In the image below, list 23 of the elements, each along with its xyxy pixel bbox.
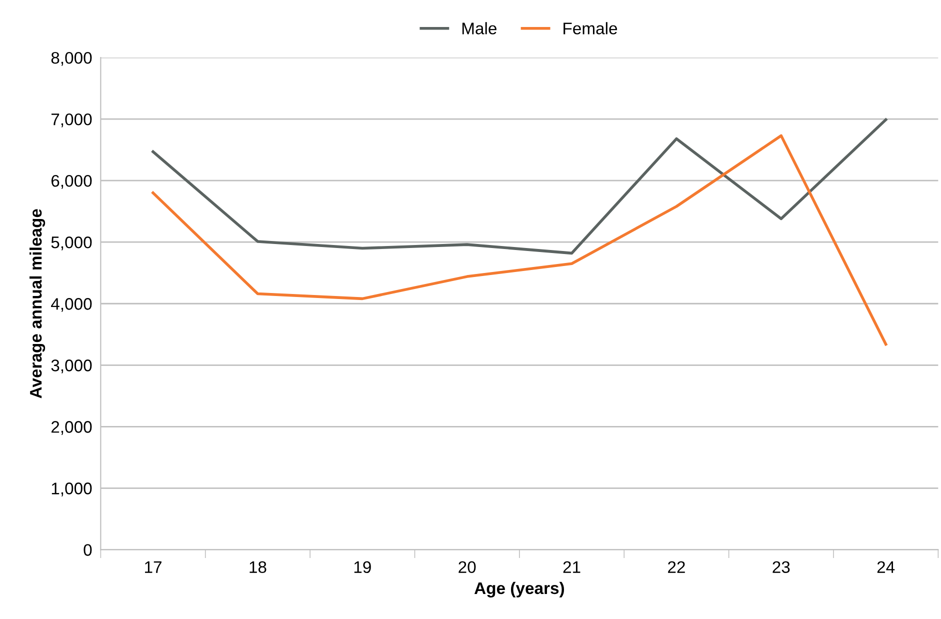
- y-tick-label: 5,000: [51, 236, 92, 250]
- y-tick-label: 6,000: [51, 174, 92, 189]
- y-tick-label: 2,000: [51, 421, 92, 435]
- x-tick-label: 18: [250, 561, 266, 574]
- line-series: [152, 134, 888, 346]
- x-tick-label: 20: [458, 561, 476, 574]
- y-tick-label: 7,000: [52, 113, 92, 128]
- legend-label: Male: [462, 22, 496, 34]
- x-axis-title: Age (years): [474, 582, 564, 598]
- line-series: [152, 118, 888, 255]
- x-tick-label: 19: [354, 561, 371, 574]
- legend-label: Female: [564, 22, 618, 34]
- x-tick-label: 23: [772, 561, 790, 574]
- x-tick-label: 24: [877, 561, 895, 573]
- y-tick-label: 8,000: [51, 52, 92, 66]
- y-axis-title: Average annual mileage: [29, 209, 46, 398]
- x-tick-label: 17: [145, 561, 162, 573]
- x-tick-label: 21: [563, 561, 580, 573]
- y-tick-label: 1,000: [52, 482, 92, 496]
- x-tick-label: 22: [668, 561, 685, 573]
- y-tick-label: 3,000: [51, 360, 92, 374]
- y-tick-label: 0: [84, 544, 92, 556]
- y-tick-label: 4,000: [51, 298, 92, 312]
